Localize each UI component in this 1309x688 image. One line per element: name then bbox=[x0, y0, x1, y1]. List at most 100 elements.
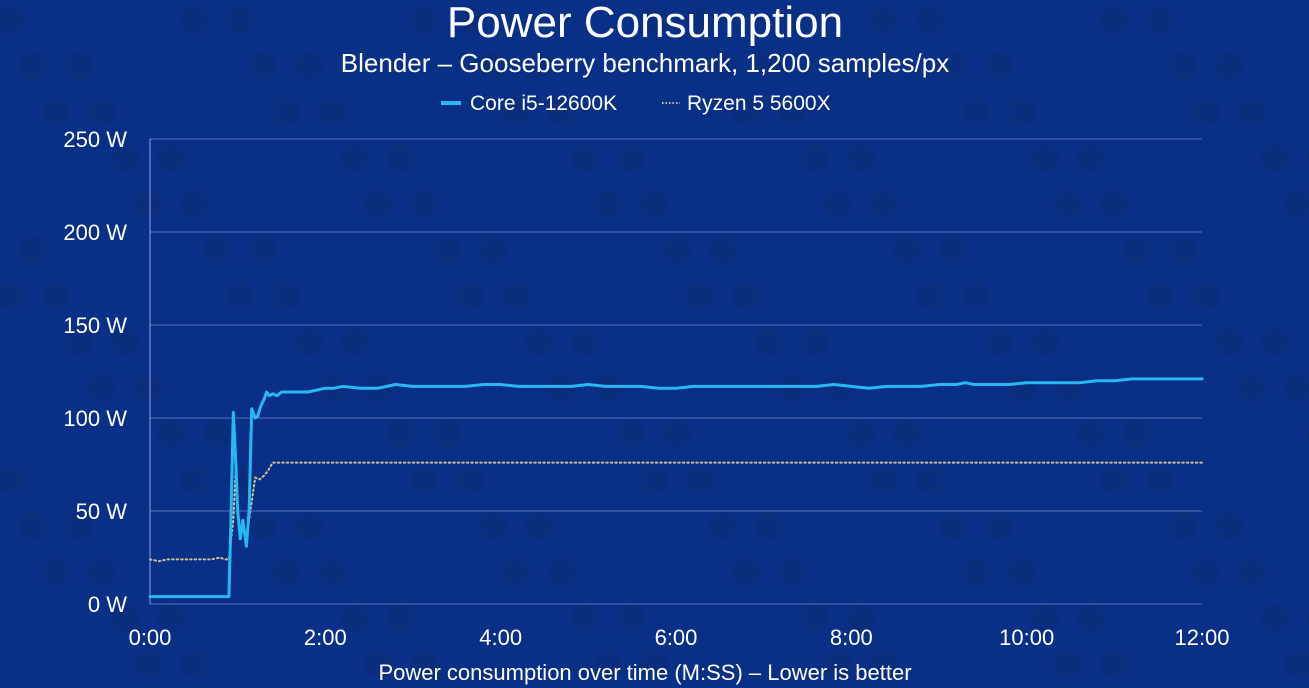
legend: Core i5-12600K Ryzen 5 5600X bbox=[441, 92, 831, 115]
watermark-dot bbox=[111, 604, 139, 632]
watermark-dot bbox=[525, 328, 553, 356]
watermark-dot bbox=[134, 190, 162, 218]
x-tick-label: 0:00 bbox=[129, 625, 172, 650]
watermark-dot bbox=[134, 650, 162, 678]
watermark-dot bbox=[42, 282, 70, 310]
watermark-dot bbox=[571, 144, 599, 172]
watermark-dot bbox=[985, 512, 1013, 540]
watermark-dot bbox=[341, 328, 369, 356]
watermark-dot bbox=[157, 144, 185, 172]
watermark-dot bbox=[640, 190, 668, 218]
watermark-dot bbox=[1008, 558, 1036, 586]
watermark-dot bbox=[1215, 52, 1243, 80]
watermark-dot bbox=[893, 236, 921, 264]
watermark-dot bbox=[0, 6, 24, 34]
watermark-dot bbox=[111, 144, 139, 172]
watermark-dot bbox=[1077, 604, 1105, 632]
watermark-dot bbox=[341, 144, 369, 172]
watermark-dot bbox=[732, 98, 760, 126]
watermark-dot bbox=[1100, 466, 1128, 494]
watermark-dot bbox=[1284, 190, 1309, 218]
watermark-dot bbox=[525, 52, 553, 80]
watermark-dot bbox=[180, 466, 208, 494]
watermark-dot bbox=[686, 6, 714, 34]
watermark-dot bbox=[433, 236, 461, 264]
watermark-dot bbox=[1169, 52, 1197, 80]
watermark-dot bbox=[1008, 98, 1036, 126]
watermark-dot bbox=[709, 512, 737, 540]
watermark-dot bbox=[778, 374, 806, 402]
chart-title: Power Consumption bbox=[447, 0, 843, 47]
y-tick-label: 250 W bbox=[63, 127, 127, 152]
watermark-dot bbox=[249, 512, 277, 540]
watermark-dot bbox=[65, 328, 93, 356]
watermark-dot bbox=[272, 98, 300, 126]
watermark-dot bbox=[180, 650, 208, 678]
watermark-dot bbox=[1192, 98, 1220, 126]
watermark-dot bbox=[1238, 374, 1266, 402]
watermark-dot bbox=[180, 190, 208, 218]
watermark-dot bbox=[1238, 558, 1266, 586]
grid bbox=[149, 138, 1202, 605]
watermark-dot bbox=[686, 466, 714, 494]
watermark-dot bbox=[962, 98, 990, 126]
x-tick-label: 4:00 bbox=[479, 625, 522, 650]
x-tick-label: 2:00 bbox=[304, 625, 347, 650]
watermark-dot bbox=[318, 558, 346, 586]
watermark-dot bbox=[617, 420, 645, 448]
watermark-dot bbox=[732, 558, 760, 586]
watermark-dot bbox=[985, 52, 1013, 80]
watermark-dot bbox=[939, 52, 967, 80]
y-axis-ticks: 0 W 50 W 100 W 150 W 200 W 250 W bbox=[63, 127, 127, 617]
legend-label-ryzen-5: Ryzen 5 5600X bbox=[687, 92, 831, 115]
watermark-dot bbox=[157, 604, 185, 632]
watermark-dot bbox=[1215, 512, 1243, 540]
watermark-dot bbox=[479, 236, 507, 264]
watermark-dot bbox=[801, 328, 829, 356]
watermark-dot bbox=[916, 466, 944, 494]
watermark-dot bbox=[962, 558, 990, 586]
watermark-dot bbox=[870, 190, 898, 218]
watermark-dot bbox=[1031, 604, 1059, 632]
watermark-dot bbox=[502, 558, 530, 586]
watermark-dot bbox=[1077, 420, 1105, 448]
watermark-dot bbox=[1054, 374, 1082, 402]
y-tick-label: 200 W bbox=[63, 220, 127, 245]
y-tick-label: 100 W bbox=[63, 406, 127, 431]
watermark-dot bbox=[778, 98, 806, 126]
x-axis-label: Power consumption over time (M:SS) – Low… bbox=[378, 660, 911, 685]
watermark-dot bbox=[594, 190, 622, 218]
x-tick-label: 6:00 bbox=[655, 625, 698, 650]
watermark-dot bbox=[1031, 144, 1059, 172]
watermark-dot bbox=[410, 6, 438, 34]
watermark-dot bbox=[1146, 282, 1174, 310]
watermark-dot bbox=[295, 328, 323, 356]
watermark-dot bbox=[778, 558, 806, 586]
watermark-dot bbox=[410, 650, 438, 678]
watermark-dot bbox=[65, 512, 93, 540]
watermark-dot bbox=[870, 6, 898, 34]
watermark-dot bbox=[893, 420, 921, 448]
watermark-dot bbox=[157, 420, 185, 448]
watermark-dot bbox=[249, 52, 277, 80]
watermark-dot bbox=[295, 52, 323, 80]
watermark-dot bbox=[939, 512, 967, 540]
watermark-dot bbox=[939, 236, 967, 264]
watermark-dot bbox=[1123, 236, 1151, 264]
watermark-pattern bbox=[0, 6, 1309, 678]
watermark-dot bbox=[709, 236, 737, 264]
watermark-dot bbox=[870, 650, 898, 678]
watermark-dot bbox=[0, 466, 24, 494]
watermark-dot bbox=[594, 374, 622, 402]
watermark-dot bbox=[847, 144, 875, 172]
chart-subtitle: Blender – Gooseberry benchmark, 1,200 sa… bbox=[341, 48, 949, 78]
watermark-dot bbox=[272, 558, 300, 586]
watermark-dot bbox=[1054, 650, 1082, 678]
watermark-dot bbox=[1284, 374, 1309, 402]
watermark-dot bbox=[640, 650, 668, 678]
watermark-dot bbox=[755, 328, 783, 356]
watermark-dot bbox=[916, 6, 944, 34]
watermark-dot bbox=[663, 236, 691, 264]
watermark-dot bbox=[1261, 328, 1289, 356]
watermark-dot bbox=[410, 190, 438, 218]
